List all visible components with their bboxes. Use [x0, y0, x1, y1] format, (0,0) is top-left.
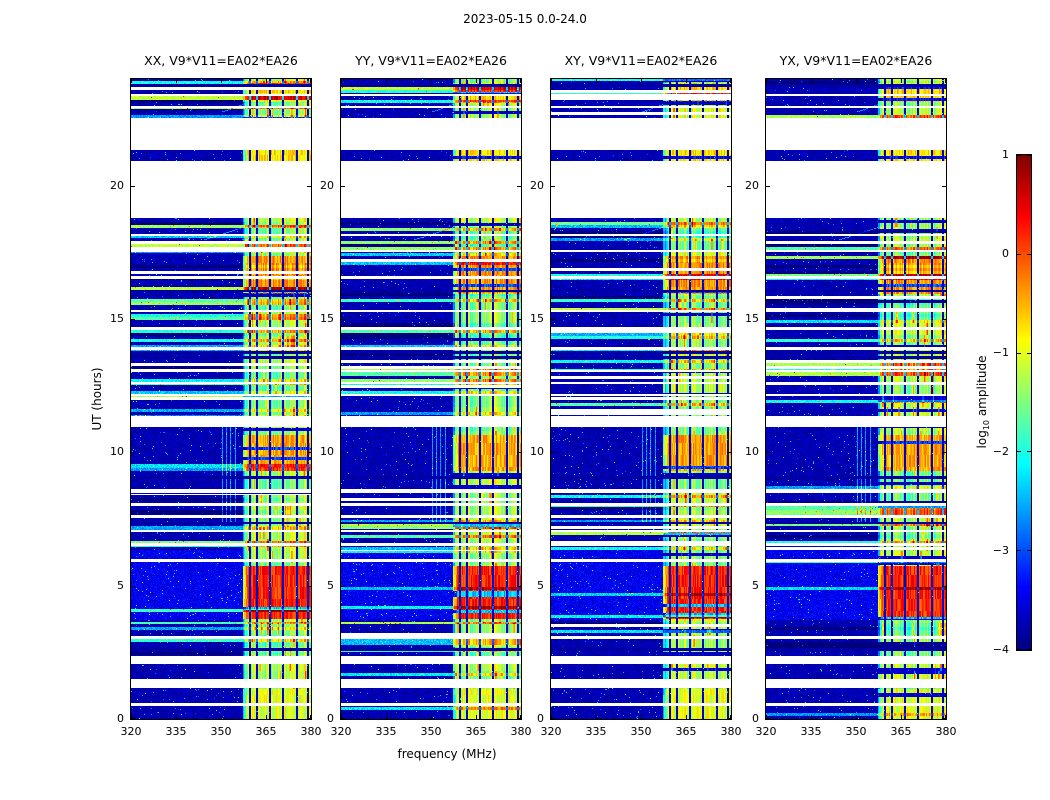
y-tick-label: 20 [745, 178, 759, 192]
spectrogram-panel [550, 78, 732, 720]
y-tick-label: 20 [320, 178, 334, 192]
colorbar-tick-label: −1 [992, 346, 1009, 359]
x-tick-label: 365 [255, 725, 277, 738]
x-tick-label: 350 [630, 725, 652, 738]
x-tick-label: 365 [465, 725, 487, 738]
y-tick-label: 15 [320, 312, 334, 325]
y-tick-label: 5 [117, 578, 124, 592]
x-tick-label: 320 [330, 725, 352, 738]
colorbar-tick-label: 0 [1002, 247, 1009, 260]
x-tick-label: 365 [890, 725, 912, 738]
colorbar-tick-label: −2 [992, 445, 1009, 458]
x-tick-label: 335 [375, 725, 397, 738]
y-tick-label: 15 [745, 312, 759, 325]
y-tick-label: 20 [110, 178, 124, 192]
x-tick-label: 320 [540, 725, 562, 738]
colorbar-tick-label: −4 [992, 643, 1009, 656]
x-tick-label: 365 [675, 725, 697, 738]
y-tick-label: 0 [537, 712, 544, 725]
y-tick-label: 10 [110, 445, 124, 459]
panel-title: YX, V9*V11=EA02*EA26 [779, 53, 933, 68]
spectrogram-canvas [766, 79, 946, 719]
y-tick-label: 20 [530, 178, 544, 192]
panel-title: XX, V9*V11=EA02*EA26 [144, 53, 298, 68]
spectrogram-panel [340, 78, 522, 720]
panel-title: YY, V9*V11=EA02*EA26 [355, 53, 507, 68]
y-tick-label: 0 [327, 712, 334, 725]
y-tick-label: 15 [110, 312, 124, 325]
x-tick-label: 335 [800, 725, 822, 738]
colorbar-tick-label: 1 [1002, 148, 1009, 161]
y-tick-label: 10 [745, 445, 759, 459]
x-tick-label: 335 [165, 725, 187, 738]
figure-title: 2023-05-15 0.0-24.0 [463, 12, 587, 26]
colorbar-label: log10 amplitude [975, 356, 991, 449]
x-tick-label: 350 [210, 725, 232, 738]
y-tick-label: 10 [530, 445, 544, 459]
x-tick-label: 380 [720, 725, 742, 738]
y-tick-label: 5 [537, 578, 544, 592]
spectrogram-panel [130, 78, 312, 720]
colorbar-label-suffix: amplitude [974, 355, 989, 420]
y-tick-label: 5 [327, 578, 334, 592]
colorbar-tick-label: −3 [992, 544, 1009, 557]
x-tick-label: 350 [420, 725, 442, 738]
x-tick-label: 350 [845, 725, 867, 738]
spectrogram-panel [765, 78, 947, 720]
y-tick-label: 0 [117, 712, 124, 725]
x-tick-label: 320 [755, 725, 777, 738]
colorbar-label-subscript: 10 [982, 419, 992, 431]
y-tick-label: 15 [530, 312, 544, 325]
panel-title: XY, V9*V11=EA02*EA26 [564, 53, 718, 68]
spectrogram-canvas [551, 79, 731, 719]
x-tick-label: 380 [935, 725, 957, 738]
x-axis-label: frequency (MHz) [397, 747, 497, 761]
y-tick-label: 10 [320, 445, 334, 459]
x-tick-label: 380 [300, 725, 322, 738]
colorbar-gradient [1017, 155, 1031, 650]
spectrogram-canvas [341, 79, 521, 719]
spectrogram-canvas [131, 79, 311, 719]
x-tick-label: 320 [120, 725, 142, 738]
y-tick-label: 5 [752, 578, 759, 592]
x-tick-label: 380 [510, 725, 532, 738]
colorbar [1016, 154, 1032, 651]
y-axis-label: UT (hours) [90, 367, 104, 431]
x-tick-label: 335 [585, 725, 607, 738]
y-tick-label: 0 [752, 712, 759, 725]
